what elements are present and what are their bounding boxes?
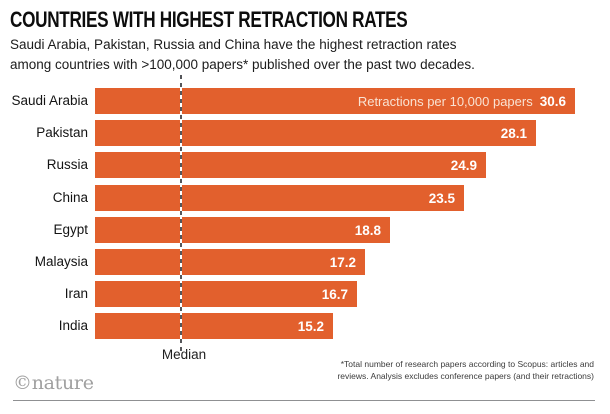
bar-russia: 24.9 xyxy=(95,152,486,178)
category-label-saudi-arabia: Saudi Arabia xyxy=(11,93,88,108)
footnote-line-1: *Total number of research papers accordi… xyxy=(340,359,594,369)
bar-china: 23.5 xyxy=(95,185,464,211)
category-label-india: India xyxy=(58,318,88,333)
bar-egypt: 18.8 xyxy=(95,217,390,243)
bar-chart: Saudi Arabia Retractions per 10,000 paper… xyxy=(0,88,610,346)
bar-india: 15.2 xyxy=(95,313,333,339)
chart-row: Russia 24.9 xyxy=(0,152,610,178)
chart-row: Saudi Arabia Retractions per 10,000 paper… xyxy=(0,88,610,114)
value-label: 18.8 xyxy=(354,222,381,238)
chart-row: Iran 16.7 xyxy=(0,281,610,307)
value-label: 16.7 xyxy=(321,286,348,302)
chart-row: India 15.2 xyxy=(0,313,610,339)
bottom-rule xyxy=(13,400,595,401)
value-label: 17.2 xyxy=(329,254,356,270)
subtitle-line-1: Saudi Arabia, Pakistan, Russia and China… xyxy=(10,37,457,52)
footnote: *Total number of research papers accordi… xyxy=(337,359,594,382)
chart-row: Pakistan 28.1 xyxy=(0,120,610,146)
footnote-line-2: reviews. Analysis excludes conference pa… xyxy=(337,370,594,381)
chart-row: Malaysia 17.2 xyxy=(0,249,610,275)
value-label: 30.6 xyxy=(539,93,566,109)
value-label: 24.9 xyxy=(450,157,477,173)
bar-series-label: Retractions per 10,000 papers xyxy=(357,93,533,109)
subtitle-line-2: among countries with >100,000 papers* pu… xyxy=(10,56,475,72)
category-label-egypt: Egypt xyxy=(53,222,88,237)
bar-pakistan: 28.1 xyxy=(95,120,536,146)
category-label-russia: Russia xyxy=(46,157,88,172)
value-label: 15.2 xyxy=(297,318,324,334)
category-label-pakistan: Pakistan xyxy=(36,125,88,140)
category-label-iran: Iran xyxy=(64,286,88,301)
chart-row: China 23.5 xyxy=(0,185,610,211)
page-title: COUNTRIES WITH HIGHEST RETRACTION RATES xyxy=(10,7,408,32)
category-label-malaysia: Malaysia xyxy=(34,254,88,269)
chart-subtitle: Saudi Arabia, Pakistan, Russia and China… xyxy=(10,35,475,74)
median-label: Median xyxy=(161,347,207,362)
value-label: 28.1 xyxy=(500,125,527,141)
bar-malaysia: 17.2 xyxy=(95,249,365,275)
chart-row: Egypt 18.8 xyxy=(0,217,610,243)
median-line xyxy=(180,75,182,352)
bar-saudi-arabia: Retractions per 10,000 papers 30.6 xyxy=(95,88,575,114)
bar-iran: 16.7 xyxy=(95,281,357,307)
nature-logo: ©nature xyxy=(13,372,94,394)
value-label: 23.5 xyxy=(428,190,455,206)
category-label-china: China xyxy=(52,190,88,205)
